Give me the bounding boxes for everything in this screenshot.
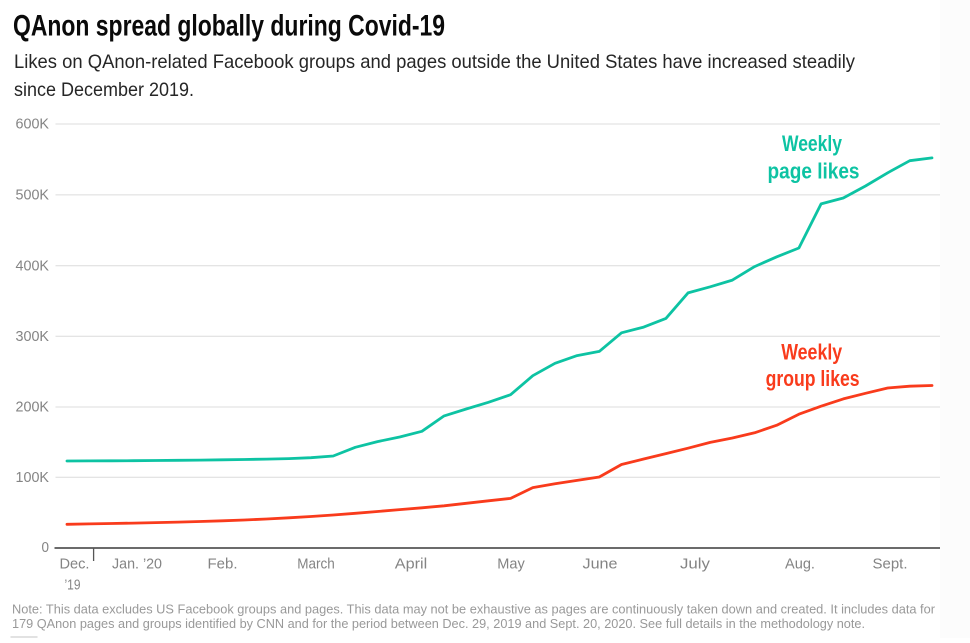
svg-text:Note: This data excludes US Fa: Note: This data excludes US Facebook gro… xyxy=(12,602,936,617)
svg-text:0: 0 xyxy=(42,540,50,556)
svg-text:April: April xyxy=(395,557,428,573)
svg-text:Dec.: Dec. xyxy=(60,557,90,573)
svg-text:Weekly: Weekly xyxy=(782,131,843,156)
svg-text:500K: 500K xyxy=(16,188,50,204)
svg-text:March: March xyxy=(297,557,335,573)
svg-text:179 QAnon pages and groups ide: 179 QAnon pages and groups identified by… xyxy=(12,616,865,631)
svg-text:Jan. ’20: Jan. ’20 xyxy=(112,557,162,573)
svg-text:July: July xyxy=(680,557,711,573)
svg-text:300K: 300K xyxy=(16,329,50,345)
svg-text:Weekly: Weekly xyxy=(781,340,843,365)
svg-text:group likes: group likes xyxy=(766,366,860,391)
svg-text:Feb.: Feb. xyxy=(208,557,238,573)
svg-text:June: June xyxy=(583,557,618,573)
svg-text:600K: 600K xyxy=(16,117,50,133)
svg-text:Aug.: Aug. xyxy=(785,557,815,573)
svg-text:400K: 400K xyxy=(16,258,50,274)
svg-text:since December 2019.: since December 2019. xyxy=(14,79,194,101)
svg-text:200K: 200K xyxy=(16,400,50,416)
svg-text:May: May xyxy=(497,557,525,573)
svg-text:QAnon spread globally during C: QAnon spread globally during Covid-19 xyxy=(13,9,445,42)
svg-text:Sept.: Sept. xyxy=(873,557,908,573)
svg-text:Likes on QAnon-related Faceboo: Likes on QAnon-related Facebook groups a… xyxy=(14,51,855,73)
svg-text:page likes: page likes xyxy=(768,159,860,184)
svg-text:’19: ’19 xyxy=(65,578,81,594)
svg-text:100K: 100K xyxy=(16,470,50,486)
